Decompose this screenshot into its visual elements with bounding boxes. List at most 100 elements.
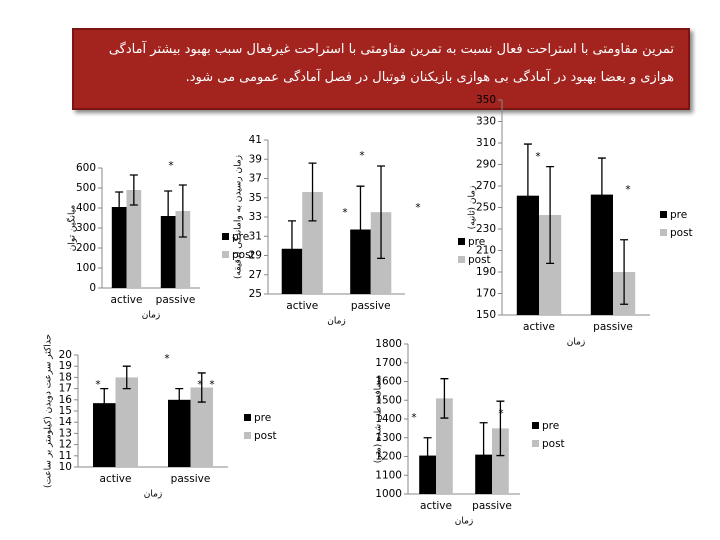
y-tick-label: 29 xyxy=(249,250,262,262)
bar xyxy=(302,191,323,294)
x-tick-label: passive xyxy=(351,300,391,312)
x-axis-label: زمان xyxy=(144,490,163,500)
banner-line: تمرین مقاومتی با استراحت فعال نسبت به تم… xyxy=(108,42,674,57)
x-axis-label: زمان xyxy=(567,338,586,348)
y-axis-label: زمان (ثانیه) xyxy=(468,186,478,230)
x-tick-label: passive xyxy=(171,473,211,485)
y-tick-label: 1200 xyxy=(375,451,402,463)
y-tick-label: 11 xyxy=(59,450,72,462)
bar xyxy=(111,207,127,288)
y-tick-label: 33 xyxy=(249,211,262,223)
y-tick-label: 190 xyxy=(476,266,496,278)
annotation: * xyxy=(197,379,202,391)
y-tick-label: 35 xyxy=(249,192,262,204)
y-tick-label: 1600 xyxy=(375,376,402,388)
error-bar xyxy=(100,387,109,419)
x-tick-label: active xyxy=(111,294,143,306)
error-bar xyxy=(440,378,449,419)
y-tick-label: 41 xyxy=(249,134,262,146)
x-axis-label: زمان xyxy=(455,517,474,527)
y-tick-label: 25 xyxy=(249,288,262,300)
legend-label: post xyxy=(542,438,565,450)
legend-swatch xyxy=(660,211,667,218)
y-axis-label: زمان رسیدن به واماندگی (دقیقه) xyxy=(232,155,244,279)
annotation: * xyxy=(625,184,630,196)
error-bar xyxy=(356,185,365,274)
legend-label: post xyxy=(670,227,693,239)
y-tick-label: 20 xyxy=(59,349,72,361)
legend-label: pre xyxy=(232,231,249,243)
x-tick-label: active xyxy=(286,300,318,312)
annotation: * xyxy=(411,412,416,424)
error-bar xyxy=(523,143,532,248)
y-tick-label: 1800 xyxy=(375,338,402,350)
banner: تمرین مقاومتی با استراحت فعال نسبت به تم… xyxy=(72,28,690,110)
x-axis-label: زمان xyxy=(327,317,346,327)
error-bar xyxy=(377,165,386,260)
annotation: * xyxy=(95,379,100,391)
y-tick-label: 1100 xyxy=(375,469,402,481)
y-tick-label: 1000 xyxy=(375,488,402,500)
y-tick-label: 150 xyxy=(476,309,496,321)
error-bar xyxy=(175,387,184,412)
y-tick-label: 250 xyxy=(476,202,496,214)
bar xyxy=(160,216,176,288)
y-tick-label: 100 xyxy=(76,262,96,274)
error-bar xyxy=(287,220,296,278)
error-bar xyxy=(178,184,187,238)
x-tick-label: passive xyxy=(593,321,633,333)
y-tick-label: 600 xyxy=(76,162,96,174)
x-tick-label: active xyxy=(420,500,452,512)
y-tick-label: 170 xyxy=(476,288,496,300)
annotation: * xyxy=(168,160,173,172)
error-bar xyxy=(546,166,555,265)
legend-swatch xyxy=(532,422,539,429)
legend-swatch xyxy=(244,414,251,421)
y-tick-label: 300 xyxy=(76,222,96,234)
annotation: * xyxy=(498,408,503,420)
error-bar xyxy=(122,365,131,390)
error-bar xyxy=(496,400,505,457)
y-tick-label: 1700 xyxy=(375,357,402,369)
error-bar xyxy=(129,174,138,206)
x-axis-label: زمان xyxy=(142,311,161,321)
bar xyxy=(590,194,613,315)
y-tick-label: 290 xyxy=(476,159,496,171)
legend-swatch xyxy=(458,238,465,245)
legend-label: post xyxy=(254,430,277,442)
y-tick-label: 16 xyxy=(59,394,73,406)
y-tick-label: 350 xyxy=(476,94,496,106)
y-tick-label: 230 xyxy=(476,223,496,235)
bar xyxy=(126,190,142,288)
y-tick-label: 19 xyxy=(59,360,72,372)
bar xyxy=(190,387,213,467)
y-tick-label: 37 xyxy=(249,173,262,185)
y-tick-label: 15 xyxy=(59,405,72,417)
y-tick-label: 27 xyxy=(249,269,262,281)
error-bar xyxy=(164,190,173,242)
y-tick-label: 39 xyxy=(249,153,262,165)
legend-label: pre xyxy=(670,209,687,221)
error-bar xyxy=(597,157,606,232)
y-tick-label: 500 xyxy=(76,182,96,194)
legend-label: post xyxy=(468,254,491,266)
banner-line: هوازی و بعضا بهبود در آمادگی بی هوازی با… xyxy=(185,70,674,85)
error-bar xyxy=(479,422,488,488)
annotation: * xyxy=(209,379,214,391)
legend-swatch xyxy=(532,440,539,447)
error-bar xyxy=(197,372,206,403)
legend-swatch xyxy=(244,432,251,439)
y-tick-label: 310 xyxy=(476,137,496,149)
y-tick-label: 12 xyxy=(59,439,72,451)
legend-swatch xyxy=(660,229,667,236)
y-tick-label: 31 xyxy=(249,230,262,242)
annotation: * xyxy=(415,202,420,214)
y-tick-label: 400 xyxy=(76,202,96,214)
error-bar xyxy=(620,239,629,305)
legend-label: pre xyxy=(542,420,559,432)
y-tick-label: 270 xyxy=(476,180,496,192)
bar xyxy=(516,195,539,315)
y-tick-label: 330 xyxy=(476,116,496,128)
y-axis-label: میانگین توان xyxy=(66,205,78,252)
